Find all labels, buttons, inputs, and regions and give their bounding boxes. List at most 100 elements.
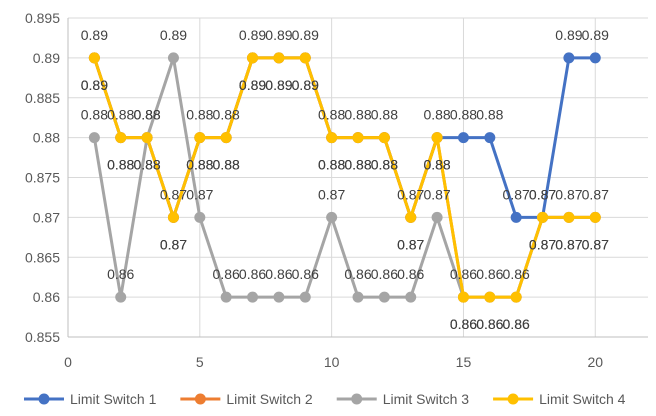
data-label: 0.88 [107, 107, 134, 123]
data-label: 0.89 [265, 77, 292, 93]
data-label: 0.87 [160, 236, 187, 252]
data-point [563, 52, 575, 64]
data-label: 0.87 [529, 186, 556, 202]
series-4 [88, 52, 601, 303]
data-label: 0.88 [186, 157, 213, 173]
data-label: 0.86 [213, 266, 240, 282]
data-label: 0.87 [160, 186, 187, 202]
data-label: 0.87 [160, 236, 187, 252]
x-tick-label: 15 [456, 354, 472, 370]
data-point [167, 52, 179, 64]
data-label: 0.86 [371, 266, 398, 282]
data-label: 0.88 [213, 157, 240, 173]
data-point [510, 211, 522, 223]
data-point [115, 291, 127, 303]
labels-series-2: 0.890.88 0.880.870.88 0.880.89 0.89 0.890.88… [81, 77, 609, 332]
data-point [247, 291, 259, 303]
data-point [326, 211, 338, 223]
data-label: 0.88 [318, 107, 345, 123]
y-tick-label: 0.86 [33, 289, 60, 305]
data-label: 0.86 [397, 266, 424, 282]
data-label: 0.87 [529, 236, 556, 252]
data-label: 0.87 [397, 186, 424, 202]
data-point [273, 52, 285, 64]
legend-label: Limit Switch 1 [70, 391, 157, 407]
data-point [484, 291, 496, 303]
data-label: 0.88 [133, 107, 160, 123]
legend-label: Limit Switch 4 [539, 391, 626, 407]
data-label: 0.88 [318, 157, 345, 173]
data-label: 0.86 [107, 266, 134, 282]
data-point [431, 132, 443, 144]
data-label: 0.88 [186, 157, 213, 173]
data-label: 0.88 [81, 107, 108, 123]
data-label: 0.89 [81, 77, 108, 93]
data-point [220, 291, 232, 303]
data-label: 0.87 [397, 236, 424, 252]
data-point [378, 291, 390, 303]
data-label: 0.87 [582, 236, 609, 252]
data-label: 0.88 [450, 107, 477, 123]
data-label: 0.87 [555, 186, 582, 202]
y-tick-label: 0.89 [33, 50, 60, 66]
data-label: 0.87 [529, 236, 556, 252]
axes [67, 18, 648, 338]
data-label: 0.86 [265, 266, 292, 282]
data-label: 0.89 [239, 27, 266, 43]
y-tick-label: 0.875 [25, 170, 60, 186]
data-label: 0.88 [344, 107, 371, 123]
data-label: 0.89 [81, 27, 108, 43]
data-label: 0.89 [582, 27, 609, 43]
data-point [167, 211, 179, 223]
data-label: 0.87 [423, 186, 450, 202]
data-label: 0.86 [476, 266, 503, 282]
data-label: 0.86 [344, 266, 371, 282]
data-point [352, 291, 364, 303]
data-label: 0.89 [239, 77, 266, 93]
data-label: 0.87 [529, 186, 556, 202]
data-point [537, 211, 549, 223]
data-point [457, 132, 469, 144]
data-label: 0.88 [213, 107, 240, 123]
data-label: 0.88 [107, 157, 134, 173]
data-labels: 0.890.88 0.880.870.88 0.880.89 0.89 0.890.88… [81, 27, 609, 332]
data-point [352, 132, 364, 144]
data-point [457, 291, 469, 303]
data-label: 0.87 [555, 236, 582, 252]
labels-series-3: 0.880.860.880.890.870.86 0.86 0.86 0.860.87… [81, 27, 609, 282]
data-label: 0.87 [503, 186, 530, 202]
data-point [378, 132, 390, 144]
data-label: 0.89 [265, 27, 292, 43]
x-tick-label: 5 [196, 354, 204, 370]
data-label: 0.88 [371, 157, 398, 173]
data-label: 0.89 [265, 77, 292, 93]
data-label: 0.88 [133, 157, 160, 173]
x-tick-label: 0 [64, 354, 72, 370]
data-label: 0.86 [450, 266, 477, 282]
data-label: 0.86 [239, 266, 266, 282]
data-point [484, 132, 496, 144]
data-label: 0.89 [292, 77, 319, 93]
legend-item-3: Limit Switch 3 [336, 391, 469, 407]
data-label: 0.88 [133, 157, 160, 173]
legend-item-4: Limit Switch 4 [493, 391, 626, 407]
x-tick-label: 10 [324, 354, 340, 370]
data-point [405, 291, 417, 303]
data-point [563, 211, 575, 223]
legend-marker [194, 393, 206, 405]
data-label: 0.89 [81, 77, 108, 93]
data-point [194, 132, 206, 144]
data-point [510, 291, 522, 303]
data-label: 0.86 [450, 316, 477, 332]
tick-labels: 0.8550.860.8650.870.8750.880.8850.890.89… [25, 10, 603, 370]
data-label: 0.88 [423, 157, 450, 173]
data-label: 0.86 [503, 266, 530, 282]
data-point [273, 291, 285, 303]
series-group [88, 52, 601, 303]
legend-item-1: Limit Switch 1 [24, 391, 157, 407]
labels-series-1: 0.890.88 0.880.870.88 0.880.89 0.89 0.890.88… [81, 27, 609, 203]
legend-marker [351, 393, 363, 405]
data-label: 0.89 [292, 77, 319, 93]
data-point [88, 132, 100, 144]
legend-label: Limit Switch 2 [226, 391, 313, 407]
